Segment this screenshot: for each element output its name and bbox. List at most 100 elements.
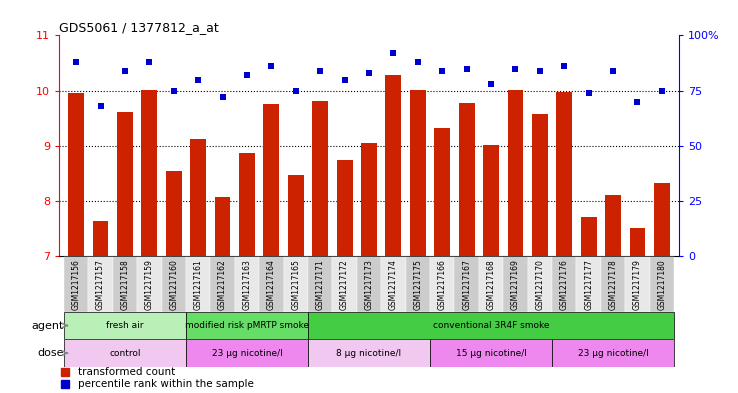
Text: GSM1217180: GSM1217180 <box>658 259 666 310</box>
Text: GDS5061 / 1377812_a_at: GDS5061 / 1377812_a_at <box>59 21 218 34</box>
Bar <box>503 256 528 312</box>
Bar <box>479 256 503 312</box>
Text: fresh air: fresh air <box>106 321 144 330</box>
Point <box>143 59 155 65</box>
Bar <box>483 145 499 256</box>
Bar <box>312 101 328 256</box>
Text: GSM1217174: GSM1217174 <box>389 259 398 310</box>
Point <box>412 59 424 65</box>
Bar <box>576 256 601 312</box>
Text: transformed count: transformed count <box>77 367 175 378</box>
Text: GSM1217163: GSM1217163 <box>243 259 252 310</box>
Text: percentile rank within the sample: percentile rank within the sample <box>77 378 254 389</box>
Bar <box>308 312 674 339</box>
Bar <box>117 112 133 256</box>
Bar <box>455 256 479 312</box>
Text: GSM1217158: GSM1217158 <box>120 259 129 310</box>
Point <box>266 63 277 70</box>
Text: GSM1217171: GSM1217171 <box>316 259 325 310</box>
Bar <box>649 256 674 312</box>
Bar <box>654 184 670 256</box>
Text: 23 μg nicotine/l: 23 μg nicotine/l <box>578 349 649 358</box>
Bar <box>430 339 552 367</box>
Bar <box>186 256 210 312</box>
Text: GSM1217178: GSM1217178 <box>609 259 618 310</box>
Bar <box>68 94 84 256</box>
Point <box>656 88 668 94</box>
Point <box>339 76 351 83</box>
Point <box>461 65 472 72</box>
Text: agent: agent <box>32 321 64 331</box>
Bar <box>263 105 279 256</box>
Bar <box>288 174 304 256</box>
Point <box>485 81 497 87</box>
Bar <box>190 139 206 256</box>
Point <box>534 68 545 74</box>
Bar <box>186 312 308 339</box>
Text: GSM1217166: GSM1217166 <box>438 259 446 310</box>
Point <box>119 68 131 74</box>
Bar <box>283 256 308 312</box>
Text: 15 μg nicotine/l: 15 μg nicotine/l <box>455 349 526 358</box>
Bar <box>235 256 259 312</box>
Bar <box>430 256 455 312</box>
Point <box>70 59 82 65</box>
Bar <box>166 171 182 256</box>
Text: GSM1217162: GSM1217162 <box>218 259 227 310</box>
Bar <box>239 152 255 256</box>
Bar <box>382 256 406 312</box>
Text: GSM1217169: GSM1217169 <box>511 259 520 310</box>
Bar <box>332 256 356 312</box>
Bar <box>581 217 596 256</box>
Bar <box>215 197 230 256</box>
Text: GSM1217157: GSM1217157 <box>96 259 105 310</box>
Text: GSM1217164: GSM1217164 <box>267 259 276 310</box>
Bar <box>92 220 108 256</box>
Point <box>193 76 204 83</box>
Bar <box>337 160 353 256</box>
Bar <box>406 256 430 312</box>
Text: GSM1217156: GSM1217156 <box>72 259 80 310</box>
Text: GSM1217159: GSM1217159 <box>145 259 154 310</box>
Point <box>290 88 302 94</box>
Point <box>607 68 619 74</box>
Bar <box>508 90 523 256</box>
Bar <box>113 256 137 312</box>
Point <box>632 99 644 105</box>
Point <box>314 68 326 74</box>
Text: GSM1217172: GSM1217172 <box>340 259 349 310</box>
Point <box>217 94 229 101</box>
Text: GSM1217160: GSM1217160 <box>169 259 179 310</box>
Bar <box>308 339 430 367</box>
Text: modified risk pMRTP smoke: modified risk pMRTP smoke <box>185 321 309 330</box>
Bar <box>142 90 157 256</box>
Bar <box>259 256 283 312</box>
Bar <box>552 339 674 367</box>
Bar <box>137 256 162 312</box>
Text: 23 μg nicotine/l: 23 μg nicotine/l <box>212 349 283 358</box>
Point <box>583 90 595 96</box>
Text: GSM1217165: GSM1217165 <box>292 259 300 310</box>
Bar <box>162 256 186 312</box>
Bar <box>630 228 646 256</box>
Bar <box>410 90 426 256</box>
Text: GSM1217176: GSM1217176 <box>559 259 569 310</box>
Text: GSM1217161: GSM1217161 <box>193 259 203 310</box>
Bar <box>210 256 235 312</box>
Text: GSM1217177: GSM1217177 <box>584 259 593 310</box>
Bar <box>556 92 572 256</box>
Bar <box>186 339 308 367</box>
Point <box>94 103 106 109</box>
Point <box>241 72 253 78</box>
Text: control: control <box>109 349 141 358</box>
Point <box>559 63 570 70</box>
Point <box>168 88 179 94</box>
Bar <box>528 256 552 312</box>
Text: 8 μg nicotine/l: 8 μg nicotine/l <box>337 349 401 358</box>
Bar <box>356 256 382 312</box>
Point <box>509 65 521 72</box>
Bar <box>605 195 621 256</box>
Bar <box>459 103 475 256</box>
Bar <box>361 143 377 256</box>
Bar <box>89 256 113 312</box>
